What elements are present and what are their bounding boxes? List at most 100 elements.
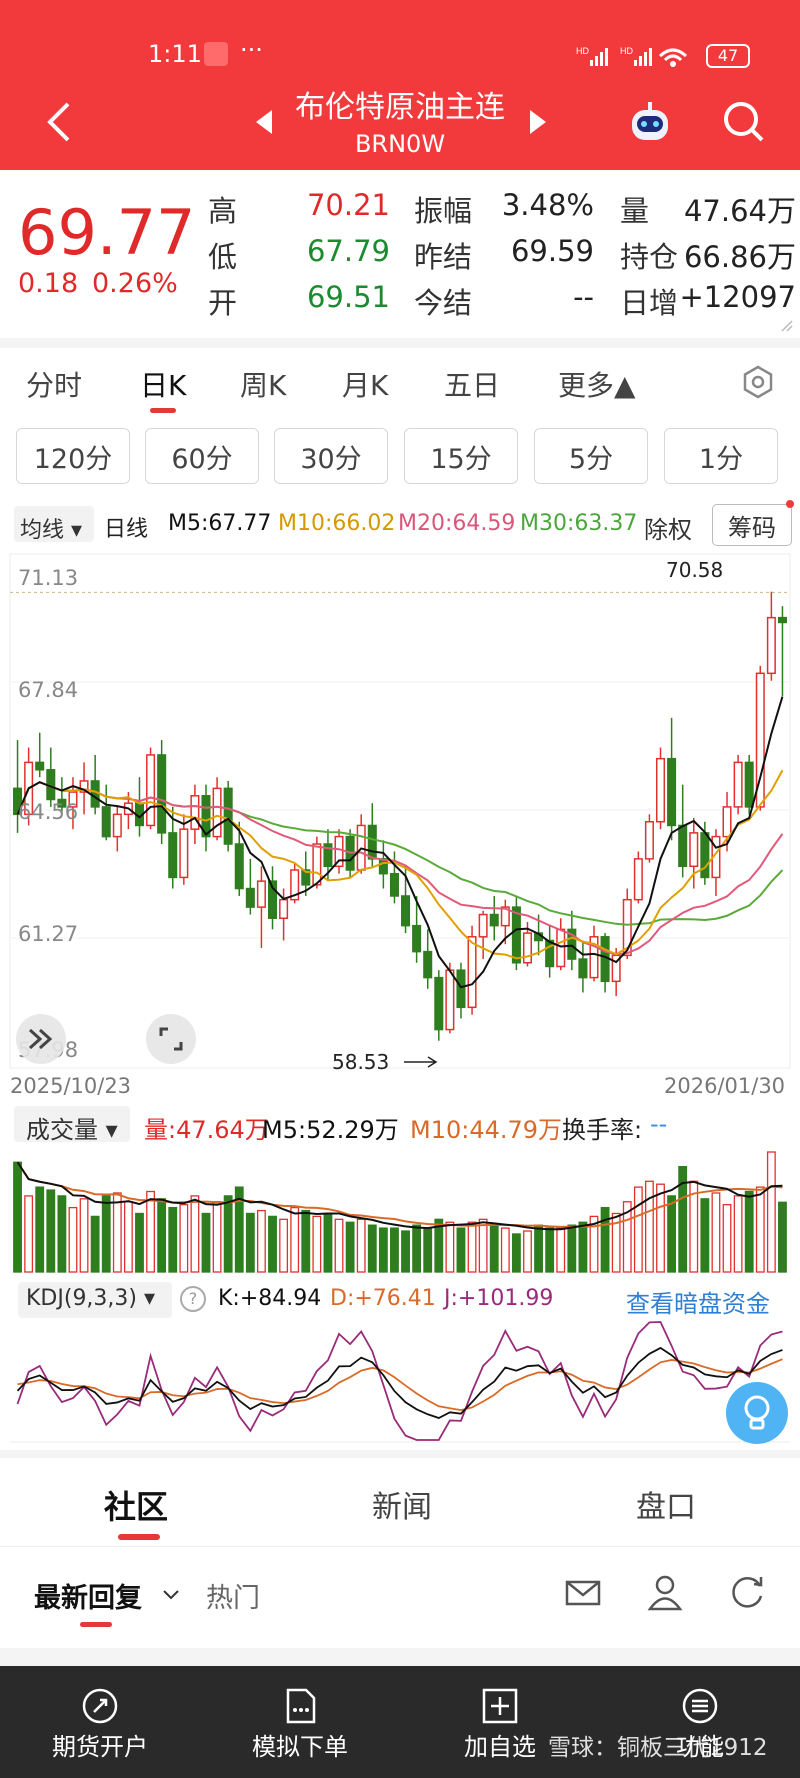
volume-bar — [556, 1227, 566, 1273]
volume-bar — [13, 1161, 22, 1273]
label-daily-change: 日增 — [620, 286, 679, 320]
label-prev-settle: 昨结 — [414, 240, 473, 274]
volume-selector[interactable]: 成交量 ▾ — [26, 1116, 118, 1144]
fullscreen-icon[interactable] — [146, 1014, 196, 1064]
volume-bar — [622, 1201, 632, 1273]
user-icon[interactable] — [646, 1572, 684, 1612]
fast-forward-icon[interactable] — [16, 1014, 66, 1064]
chip-5min[interactable]: 5分 — [534, 428, 648, 484]
volume-bar — [268, 1215, 277, 1273]
chip-60min[interactable]: 60分 — [145, 428, 259, 484]
tab-monthly-k[interactable]: 月K — [342, 369, 389, 402]
ma-line-m20 — [16, 781, 784, 956]
volume-bar — [778, 1201, 787, 1273]
status-time: 1:11 — [148, 40, 202, 68]
volume-bar — [112, 1192, 122, 1273]
ma-line-m10 — [16, 769, 784, 960]
volume-bar — [46, 1189, 56, 1273]
tab-more[interactable]: 更多▲ — [558, 369, 636, 402]
filter-latest-replies[interactable]: 最新回复 — [34, 1583, 142, 1614]
candle-body — [722, 806, 732, 838]
volume-bar — [323, 1212, 333, 1273]
volume-bar — [367, 1224, 377, 1273]
add-watchlist-icon[interactable] — [480, 1686, 520, 1726]
tab-news[interactable]: 新闻 — [372, 1490, 432, 1525]
tab-daily-k[interactable]: 日K — [140, 369, 187, 402]
volume-bar — [478, 1218, 488, 1273]
volume-bar — [223, 1195, 233, 1273]
value-open-interest: 66.86万 — [683, 240, 796, 274]
last-price: 69.77 — [18, 196, 196, 269]
functions-icon[interactable] — [680, 1686, 720, 1726]
refresh-icon[interactable] — [728, 1572, 768, 1612]
tab-active-indicator — [150, 408, 176, 413]
nav-sim-order[interactable]: 模拟下单 — [252, 1733, 348, 1761]
chevron-down-icon — [162, 1586, 180, 1600]
candle-body — [511, 906, 521, 964]
candle-body — [234, 843, 244, 890]
ma5-value: M5:67.77 — [168, 511, 272, 536]
chip-30min[interactable]: 30分 — [274, 428, 388, 484]
ma20-value: M20:64.59 — [398, 511, 516, 536]
chip-120min[interactable]: 120分 — [16, 428, 130, 484]
back-icon[interactable] — [44, 100, 74, 144]
nav-futures-account[interactable]: 期货开户 — [52, 1733, 148, 1761]
adjust-toggle[interactable]: 除权 — [644, 516, 692, 544]
filter-indicator — [80, 1622, 112, 1627]
volume-bar — [356, 1218, 366, 1273]
candle-body — [267, 880, 278, 919]
filter-hot[interactable]: 热门 — [206, 1583, 260, 1614]
y-label-top: 71.13 — [18, 566, 79, 590]
lightbulb-icon[interactable] — [726, 1382, 788, 1444]
volume-bar — [179, 1204, 189, 1273]
candle-body — [35, 761, 45, 771]
tab-community[interactable]: 社区 — [104, 1488, 169, 1526]
dark-pool-link[interactable]: 查看暗盘资金 — [626, 1290, 770, 1318]
tab-five-day[interactable]: 五日 — [444, 369, 501, 402]
section-divider-3 — [0, 1648, 800, 1666]
tab-orderbook[interactable]: 盘口 — [636, 1490, 696, 1525]
volume-bar — [611, 1212, 621, 1273]
next-contract-icon[interactable] — [528, 108, 548, 136]
prev-contract-icon[interactable] — [254, 108, 274, 136]
volume-bar — [157, 1198, 167, 1273]
kline-chart-area[interactable] — [0, 550, 800, 1450]
volume-m5: M5:52.29万 — [262, 1116, 399, 1144]
help-icon[interactable]: ? — [180, 1286, 206, 1312]
candle-body — [245, 887, 255, 908]
chip-15min[interactable]: 15分 — [404, 428, 518, 484]
settings-hex-icon[interactable] — [740, 364, 776, 400]
candle-body — [500, 906, 510, 927]
kdj-j: J:+101.99 — [444, 1286, 554, 1311]
mail-icon[interactable] — [564, 1574, 602, 1612]
candle-body — [90, 780, 100, 808]
nav-add-watchlist[interactable]: 加自选 — [464, 1733, 536, 1761]
community-indicator — [118, 1534, 160, 1540]
kdj-selector[interactable]: KDJ(9,3,3) ▾ — [26, 1286, 156, 1311]
candle-body — [522, 932, 533, 964]
candle-body — [389, 872, 399, 897]
volume-bar — [600, 1206, 610, 1273]
tab-intraday[interactable]: 分时 — [26, 369, 83, 402]
chip-1min[interactable]: 1分 — [664, 428, 778, 484]
sim-order-icon[interactable] — [280, 1686, 320, 1726]
volume-bar — [722, 1204, 732, 1273]
volume-bar — [290, 1206, 300, 1273]
svg-text:HD: HD — [620, 46, 633, 56]
expand-corner-icon[interactable] — [780, 318, 794, 332]
candle-body — [179, 828, 189, 879]
value-amplitude: 3.48% — [501, 188, 594, 222]
nav-functions[interactable]: 功能 — [676, 1733, 724, 1761]
value-volume: 47.64万 — [683, 194, 796, 228]
robot-assistant-icon[interactable] — [626, 100, 674, 146]
candle-body — [256, 880, 266, 908]
value-settle: -- — [573, 280, 594, 314]
chips-button[interactable]: 筹码 — [712, 504, 792, 546]
search-icon[interactable] — [722, 100, 766, 144]
tab-weekly-k[interactable]: 周K — [240, 369, 287, 402]
futures-account-icon[interactable] — [80, 1686, 120, 1726]
ma-selector[interactable]: 均线 ▾ — [20, 518, 83, 543]
y-label-3: 64.56 — [18, 800, 79, 824]
candle-body — [644, 821, 654, 860]
volume-bar — [312, 1215, 322, 1273]
